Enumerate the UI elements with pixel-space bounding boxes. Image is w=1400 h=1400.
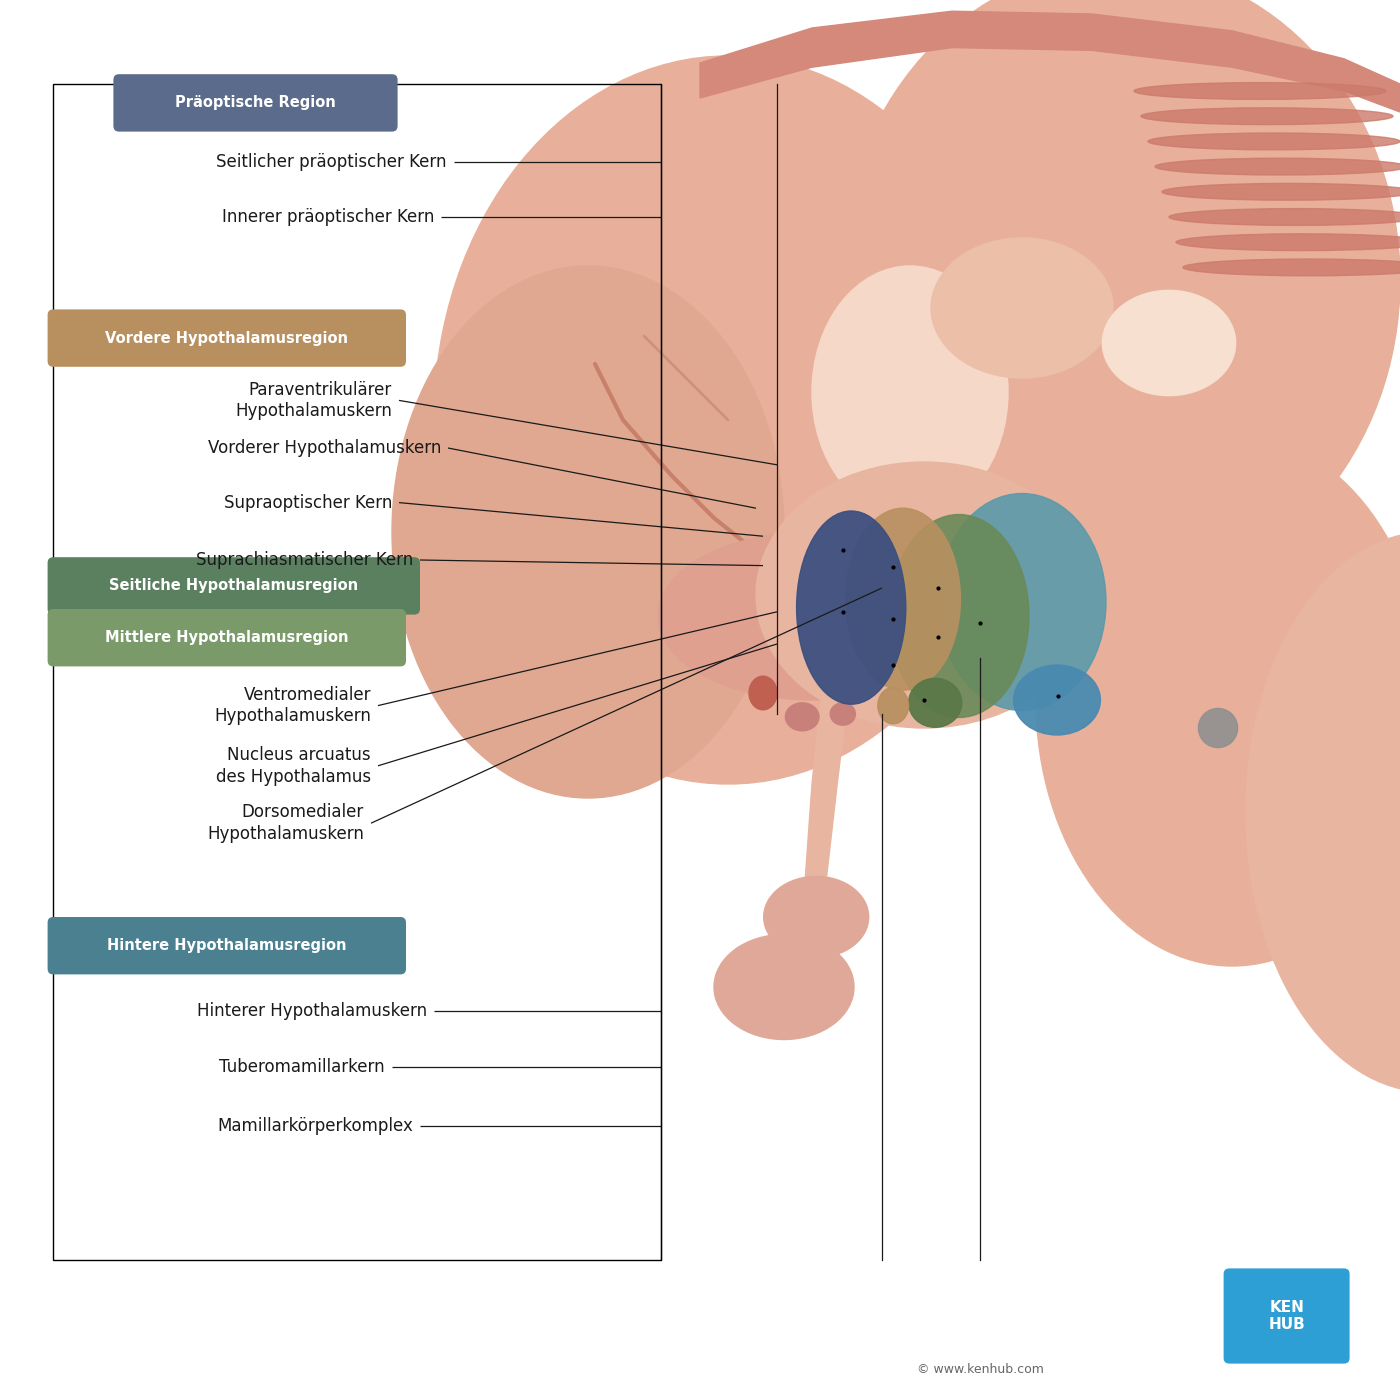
- Ellipse shape: [764, 876, 868, 958]
- Ellipse shape: [840, 0, 1400, 595]
- Ellipse shape: [938, 494, 1106, 711]
- Ellipse shape: [392, 266, 784, 798]
- Ellipse shape: [909, 678, 962, 728]
- Ellipse shape: [1103, 291, 1235, 395]
- Text: Dorsomedialer
Hypothalamuskern: Dorsomedialer Hypothalamuskern: [207, 804, 364, 843]
- Ellipse shape: [1134, 83, 1386, 99]
- Ellipse shape: [878, 687, 909, 724]
- Text: Supraoptischer Kern: Supraoptischer Kern: [224, 494, 392, 511]
- Ellipse shape: [1176, 234, 1400, 251]
- Text: Suprachiasmatischer Kern: Suprachiasmatischer Kern: [196, 552, 413, 568]
- Text: © www.kenhub.com: © www.kenhub.com: [917, 1362, 1043, 1376]
- Text: Präoptische Region: Präoptische Region: [175, 95, 336, 111]
- FancyBboxPatch shape: [48, 557, 420, 615]
- Text: Innerer präoptischer Kern: Innerer präoptischer Kern: [221, 209, 434, 225]
- Ellipse shape: [830, 703, 855, 725]
- Ellipse shape: [797, 511, 906, 704]
- Bar: [53, 84, 661, 1260]
- FancyBboxPatch shape: [48, 309, 406, 367]
- FancyBboxPatch shape: [113, 74, 398, 132]
- Ellipse shape: [889, 514, 1029, 717]
- Ellipse shape: [434, 56, 1022, 784]
- Ellipse shape: [1036, 434, 1400, 966]
- Text: Seitliche Hypothalamusregion: Seitliche Hypothalamusregion: [109, 578, 358, 594]
- Ellipse shape: [714, 935, 854, 1039]
- Ellipse shape: [1198, 708, 1238, 748]
- Text: Paraventrikulärer
Hypothalamuskern: Paraventrikulärer Hypothalamuskern: [235, 381, 392, 420]
- Text: Ventromedialer
Hypothalamuskern: Ventromedialer Hypothalamuskern: [214, 686, 371, 725]
- Text: Mittlere Hypothalamusregion: Mittlere Hypothalamusregion: [105, 630, 349, 645]
- Text: Tuberomamillarkern: Tuberomamillarkern: [220, 1058, 385, 1075]
- Ellipse shape: [785, 703, 819, 731]
- FancyBboxPatch shape: [48, 917, 406, 974]
- Ellipse shape: [749, 676, 777, 710]
- Text: Vorderer Hypothalamuskern: Vorderer Hypothalamuskern: [207, 440, 441, 456]
- Text: Mamillarkörperkomplex: Mamillarkörperkomplex: [217, 1117, 413, 1134]
- Ellipse shape: [846, 508, 960, 690]
- Text: Hintere Hypothalamusregion: Hintere Hypothalamusregion: [106, 938, 347, 953]
- Ellipse shape: [1183, 259, 1400, 276]
- Ellipse shape: [756, 462, 1092, 728]
- Polygon shape: [700, 11, 1400, 112]
- FancyBboxPatch shape: [1224, 1268, 1350, 1364]
- FancyBboxPatch shape: [48, 609, 406, 666]
- Ellipse shape: [1014, 665, 1100, 735]
- Text: KEN
HUB: KEN HUB: [1268, 1301, 1305, 1331]
- Text: Seitlicher präoptischer Kern: Seitlicher präoptischer Kern: [216, 154, 447, 171]
- Ellipse shape: [1141, 108, 1393, 125]
- Text: Hinterer Hypothalamuskern: Hinterer Hypothalamuskern: [197, 1002, 427, 1019]
- Ellipse shape: [1162, 183, 1400, 200]
- Ellipse shape: [658, 532, 966, 700]
- Ellipse shape: [812, 266, 1008, 518]
- Ellipse shape: [1155, 158, 1400, 175]
- Ellipse shape: [1148, 133, 1400, 150]
- Text: Nucleus arcuatus
des Hypothalamus: Nucleus arcuatus des Hypothalamus: [216, 746, 371, 785]
- Ellipse shape: [1169, 209, 1400, 225]
- Ellipse shape: [1246, 532, 1400, 1092]
- Ellipse shape: [931, 238, 1113, 378]
- Polygon shape: [805, 692, 848, 882]
- Text: Vordere Hypothalamusregion: Vordere Hypothalamusregion: [105, 330, 349, 346]
